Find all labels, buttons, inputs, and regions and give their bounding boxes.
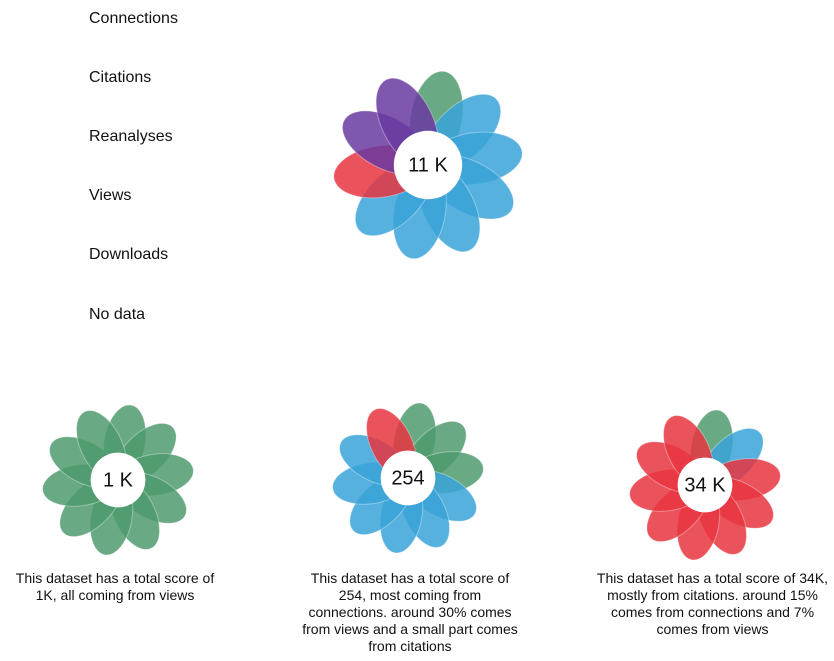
caption: This dataset has a total score of 1K, al…: [5, 570, 225, 604]
score-label: 1 K: [103, 469, 134, 491]
score-label: 34 K: [684, 474, 726, 496]
page: Connections Citations Reanalyses Views D…: [0, 0, 834, 661]
flowers: 11 K 1 K 254 34 K: [0, 0, 834, 661]
caption: This dataset has a total score of 34K, m…: [590, 570, 834, 638]
score-label: 254: [391, 467, 424, 489]
score-label: 11 K: [408, 154, 448, 176]
caption: This dataset has a total score of 254, m…: [300, 570, 520, 655]
